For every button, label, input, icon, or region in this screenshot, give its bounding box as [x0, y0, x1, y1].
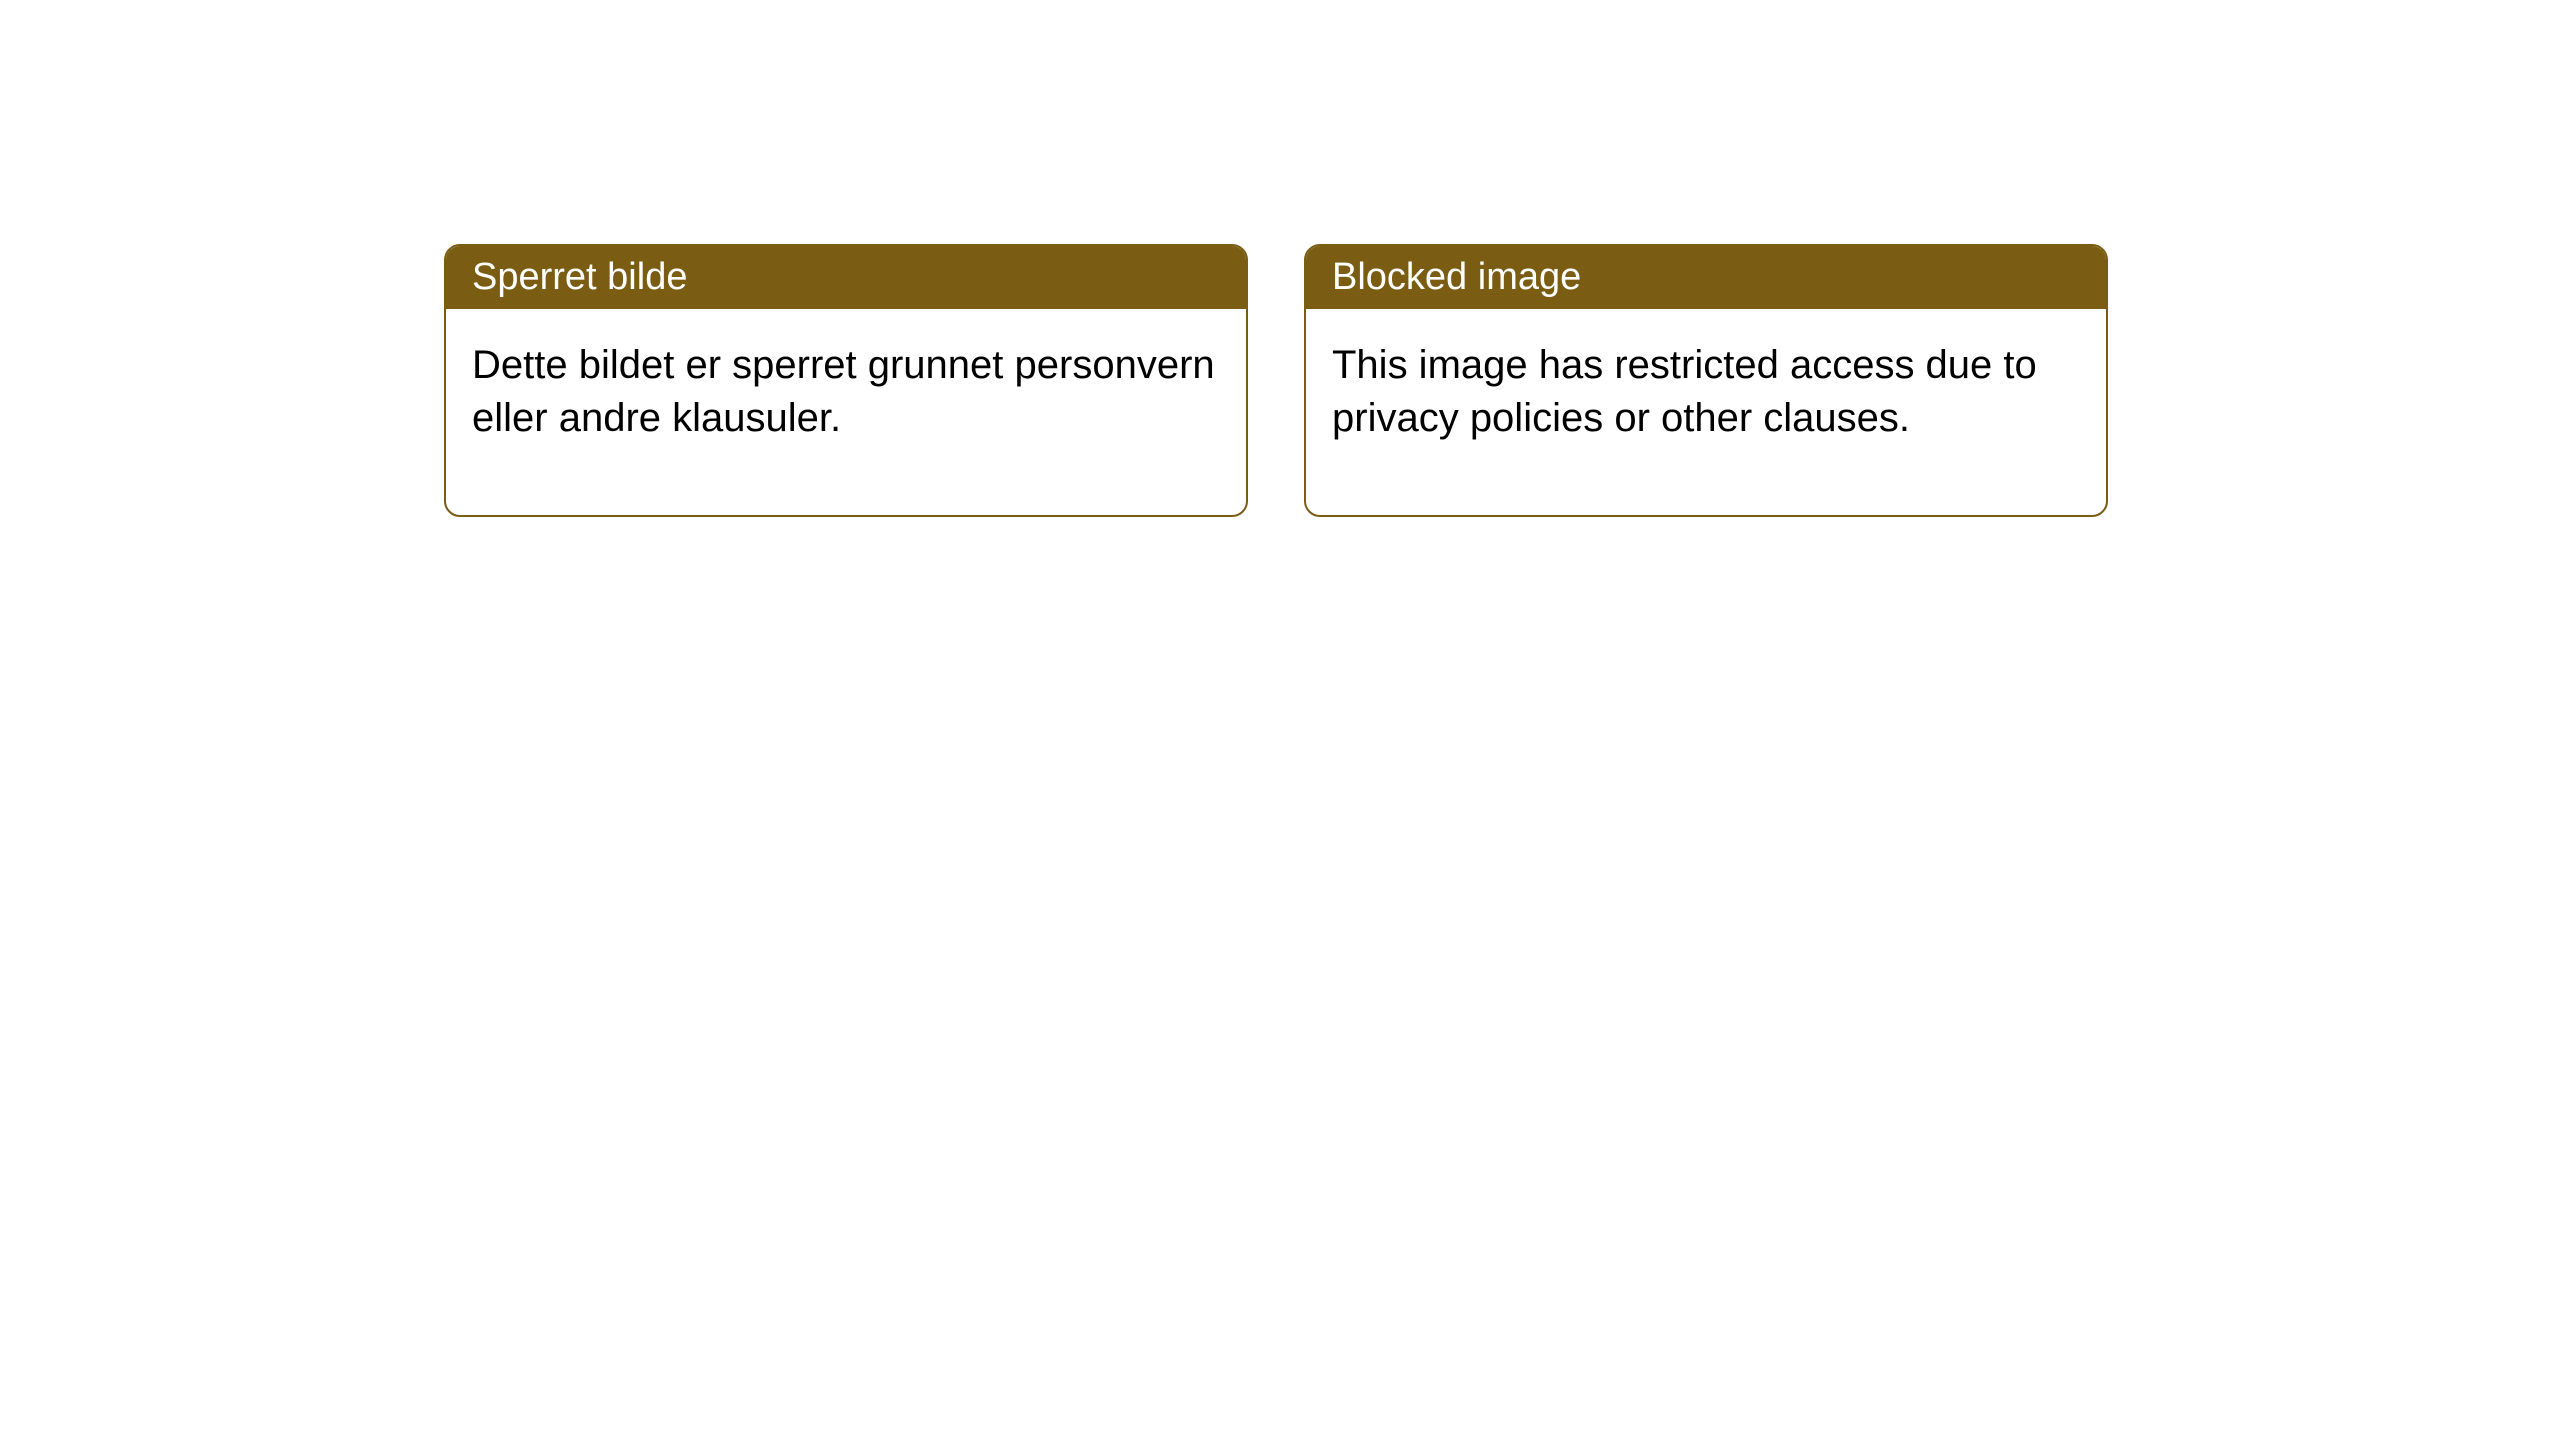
notice-card-norwegian: Sperret bilde Dette bildet er sperret gr…: [444, 244, 1248, 517]
notice-title-norwegian: Sperret bilde: [446, 246, 1246, 309]
notice-card-english: Blocked image This image has restricted …: [1304, 244, 2108, 517]
notice-body-norwegian: Dette bildet er sperret grunnet personve…: [446, 309, 1246, 515]
notice-container: Sperret bilde Dette bildet er sperret gr…: [0, 0, 2560, 517]
notice-title-english: Blocked image: [1306, 246, 2106, 309]
notice-body-english: This image has restricted access due to …: [1306, 309, 2106, 515]
